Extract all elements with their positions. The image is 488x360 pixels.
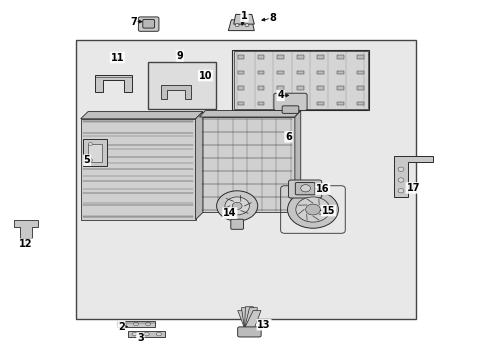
Text: 2: 2 xyxy=(118,321,124,332)
Circle shape xyxy=(156,332,161,336)
Bar xyxy=(257,55,264,59)
Polygon shape xyxy=(161,85,190,99)
Bar xyxy=(336,71,343,74)
Polygon shape xyxy=(244,307,254,328)
Bar xyxy=(336,86,343,90)
Circle shape xyxy=(133,322,138,326)
Bar xyxy=(237,55,244,59)
Polygon shape xyxy=(199,111,300,117)
Bar xyxy=(88,144,102,162)
Bar xyxy=(356,71,363,74)
Circle shape xyxy=(144,332,149,336)
Bar xyxy=(317,102,324,105)
Circle shape xyxy=(295,197,329,222)
Polygon shape xyxy=(294,111,300,212)
Bar xyxy=(297,71,304,74)
Bar xyxy=(317,71,324,74)
Polygon shape xyxy=(14,220,38,238)
Bar xyxy=(233,51,367,109)
Bar xyxy=(277,86,284,90)
Circle shape xyxy=(305,204,320,215)
Text: 15: 15 xyxy=(321,206,335,216)
Polygon shape xyxy=(393,156,432,197)
Bar xyxy=(76,40,415,319)
Bar xyxy=(277,102,284,105)
Text: 12: 12 xyxy=(19,239,33,249)
Bar xyxy=(81,119,195,220)
Text: 3: 3 xyxy=(137,333,143,343)
Circle shape xyxy=(132,332,137,336)
Polygon shape xyxy=(244,308,257,328)
Text: 7: 7 xyxy=(130,17,137,27)
Circle shape xyxy=(300,185,310,192)
Circle shape xyxy=(397,189,403,193)
Bar xyxy=(317,86,324,90)
Polygon shape xyxy=(128,331,165,337)
Text: 8: 8 xyxy=(269,13,276,23)
Bar xyxy=(277,71,284,74)
Bar xyxy=(257,102,264,105)
Circle shape xyxy=(235,24,239,27)
FancyBboxPatch shape xyxy=(237,327,261,337)
Circle shape xyxy=(88,159,92,162)
Bar xyxy=(297,55,304,59)
Circle shape xyxy=(216,191,257,221)
Circle shape xyxy=(244,24,248,27)
Text: 9: 9 xyxy=(176,51,183,61)
Text: 4: 4 xyxy=(277,90,284,100)
Circle shape xyxy=(232,202,242,210)
Bar xyxy=(336,55,343,59)
Circle shape xyxy=(397,178,403,182)
FancyBboxPatch shape xyxy=(142,19,154,28)
Bar xyxy=(277,55,284,59)
Bar xyxy=(356,55,363,59)
Bar xyxy=(297,102,304,105)
Bar xyxy=(317,55,324,59)
Bar xyxy=(356,86,363,90)
Text: 16: 16 xyxy=(315,184,329,194)
Polygon shape xyxy=(244,310,261,328)
Bar xyxy=(297,86,304,90)
FancyBboxPatch shape xyxy=(282,106,298,113)
Polygon shape xyxy=(228,20,254,31)
Text: 11: 11 xyxy=(110,53,124,63)
FancyBboxPatch shape xyxy=(288,180,321,198)
Text: 10: 10 xyxy=(198,71,212,81)
FancyBboxPatch shape xyxy=(273,93,306,111)
Bar xyxy=(237,71,244,74)
Circle shape xyxy=(88,143,92,145)
Polygon shape xyxy=(241,308,254,328)
Bar xyxy=(336,102,343,105)
Bar xyxy=(147,62,216,109)
Text: 5: 5 xyxy=(83,155,90,165)
FancyBboxPatch shape xyxy=(230,219,243,229)
Bar xyxy=(257,86,264,90)
Bar xyxy=(232,50,368,110)
Bar xyxy=(356,102,363,105)
Circle shape xyxy=(397,167,403,171)
Bar xyxy=(237,102,244,105)
Text: 14: 14 xyxy=(223,208,236,218)
Circle shape xyxy=(287,191,338,228)
Polygon shape xyxy=(195,112,203,220)
Circle shape xyxy=(224,197,249,215)
Polygon shape xyxy=(233,14,254,24)
Text: 6: 6 xyxy=(285,132,291,142)
Text: 13: 13 xyxy=(257,320,270,330)
Bar xyxy=(257,71,264,74)
Text: 17: 17 xyxy=(406,183,419,193)
Bar xyxy=(83,139,106,166)
Bar xyxy=(199,117,294,212)
FancyBboxPatch shape xyxy=(138,17,159,31)
Polygon shape xyxy=(95,75,132,92)
FancyBboxPatch shape xyxy=(295,183,314,195)
Bar xyxy=(237,86,244,90)
Polygon shape xyxy=(237,310,254,328)
Polygon shape xyxy=(81,112,203,119)
Circle shape xyxy=(145,322,150,326)
Polygon shape xyxy=(117,321,154,327)
Circle shape xyxy=(121,322,126,326)
Text: 1: 1 xyxy=(241,11,247,21)
